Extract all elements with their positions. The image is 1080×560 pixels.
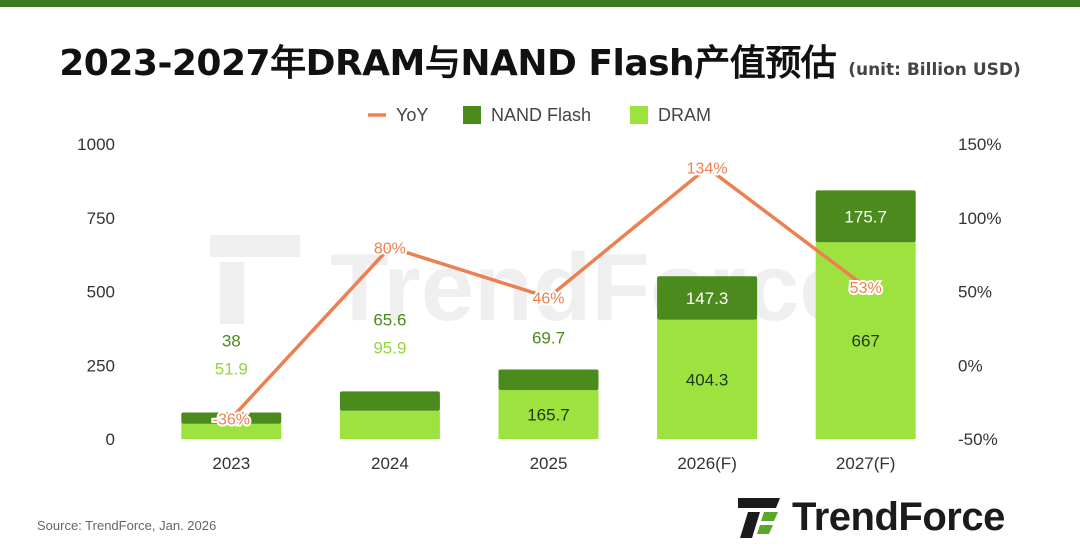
x-tick-label: 2023 [212, 454, 250, 473]
x-tick-label: 2027(F) [836, 454, 896, 473]
title-row: 2023-2027年DRAM与NAND Flash产值预估 (unit: Bil… [0, 34, 1080, 90]
data-label-dram: 165.7 [527, 406, 570, 425]
data-label-nand: 65.6 [373, 310, 406, 329]
data-labels: 51.9 38 95.9 65.6 165.7 69.7 404.3 147.3 667 175.… [211, 159, 887, 431]
yoy-line-path [230, 165, 867, 420]
y-tick-label: 750 [87, 209, 115, 228]
chart: TrendForce YoY NAND Flash DRAM 0 250 500 750 1… [77, 105, 1001, 473]
y2-tick-label: 150% [958, 135, 1001, 154]
unit-label: (unit: Billion USD) [848, 60, 1021, 80]
yoy-line [230, 165, 867, 420]
bar-dram [657, 319, 758, 439]
y-tick-label: 250 [87, 356, 115, 375]
watermark-text: TrendForce [330, 234, 853, 341]
data-label-yoy: 134% [687, 161, 728, 178]
legend-label-dram: DRAM [658, 105, 711, 125]
data-label-dram: 667 [852, 332, 880, 351]
legend-swatch-nand-flash [463, 106, 481, 124]
y2-tick-label: 100% [958, 209, 1001, 228]
bar-dram [815, 242, 916, 439]
bar-dram [339, 410, 440, 439]
y2-tick-label: -50% [958, 430, 998, 449]
legend: YoY NAND Flash DRAM [368, 105, 711, 125]
data-label-dram: 404.3 [686, 370, 729, 389]
source-note: Source: TrendForce, Jan. 2026 [37, 518, 217, 533]
y-tick-label: 500 [87, 283, 115, 302]
y-axis-right: -50% 0% 50% 100% 150% [958, 135, 1001, 449]
trendforce-logo-icon [738, 498, 780, 538]
bar-nand [339, 391, 440, 411]
x-tick-label: 2026(F) [677, 454, 737, 473]
y2-tick-label: 0% [958, 356, 983, 375]
y2-tick-label: 50% [958, 283, 992, 302]
watermark-logo [220, 262, 244, 324]
x-tick-label: 2025 [530, 454, 568, 473]
bar-nand [815, 190, 916, 243]
y-tick-label: 0 [106, 430, 115, 449]
x-tick-label: 2024 [371, 454, 409, 473]
brand-logo: TrendForce [736, 492, 1005, 542]
watermark-logo [210, 235, 300, 257]
data-label-yoy: 53% [850, 280, 882, 297]
legend-label-nand-flash: NAND Flash [491, 105, 591, 125]
legend-swatch-dram [630, 106, 648, 124]
bars [181, 190, 916, 439]
data-label-yoy: -36% [213, 411, 250, 428]
data-label-dram: 51.9 [215, 359, 248, 378]
y-tick-label: 1000 [77, 135, 115, 154]
data-label-yoy: 80% [374, 240, 406, 257]
watermark: TrendForce [210, 234, 853, 341]
data-label-nand: 69.7 [532, 329, 565, 348]
bar-nand [657, 276, 758, 320]
data-label-dram: 95.9 [373, 338, 406, 357]
bar-dram [181, 423, 282, 439]
data-label-nand: 38 [222, 331, 241, 350]
top-accent-bar [0, 0, 1080, 7]
bar-dram [498, 390, 599, 439]
data-label-nand: 147.3 [686, 289, 729, 308]
x-axis: 2023 2024 2025 2026(F) 2027(F) [212, 454, 895, 473]
chart-title: 2023-2027年DRAM与NAND Flash产值预估 [59, 43, 837, 84]
brand-name: TrendForce [792, 494, 1005, 539]
data-label-yoy: 46% [532, 290, 564, 307]
y-axis-left: 0 250 500 750 1000 [77, 135, 115, 449]
legend-label-yoy: YoY [396, 105, 428, 125]
data-label-nand: 175.7 [844, 207, 887, 226]
bar-nand [498, 369, 599, 391]
